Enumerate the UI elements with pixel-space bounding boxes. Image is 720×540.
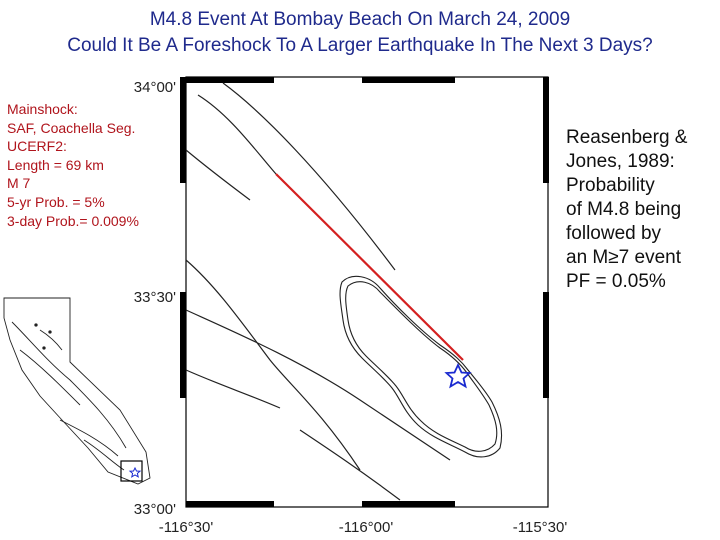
- mainshock-line: SAF, Coachella Seg.: [7, 119, 136, 136]
- lon-label-115-30: -115°30': [513, 519, 568, 536]
- mainshock-line: Length = 69 km: [7, 156, 104, 173]
- inset-star-icon: [128, 466, 142, 478]
- mainshock-line: Mainshock:: [7, 101, 78, 117]
- probability-line: Jones, 1989:: [566, 151, 675, 172]
- probability-line: PF = 0.05%: [566, 271, 666, 292]
- mainshock-line: UCERF2:: [7, 138, 67, 155]
- probability-line: Probability: [566, 175, 655, 196]
- star-icon: [444, 362, 472, 389]
- lon-label-116-00: -116°00': [339, 519, 394, 536]
- fault-lines: [185, 82, 451, 501]
- california-inset: [3, 297, 151, 485]
- title-line-2: Could It Be A Foreshock To A Larger Eart…: [67, 35, 653, 56]
- map-border-bars: [180, 77, 549, 507]
- mainshock-line: M 7: [7, 175, 31, 192]
- lat-label-34-00: 34°00': [134, 79, 176, 96]
- mainshock-line: 3-day Prob.= 0.009%: [7, 212, 139, 229]
- probability-line: an M≥7 event: [566, 247, 681, 268]
- lat-label-33-00: 33°00': [134, 501, 176, 518]
- mainshock-info: Mainshock: SAF, Coachella Seg. UCERF2: L…: [7, 100, 139, 230]
- title-line-1: M4.8 Event At Bombay Beach On March 24, …: [149, 9, 571, 30]
- salton-sea-outline: [339, 275, 503, 458]
- rupture-segment: [275, 173, 464, 361]
- probability-info: Reasenberg & Jones, 1989: Probability of…: [566, 126, 687, 294]
- probability-line: of M4.8 being: [566, 199, 682, 220]
- mainshock-line: 5-yr Prob. = 5%: [7, 193, 105, 210]
- lon-label-116-30: -116°30': [159, 519, 214, 536]
- map-frame: [185, 76, 549, 508]
- lat-label-33-30: 33°30': [134, 289, 176, 306]
- probability-line: followed by: [566, 223, 662, 244]
- probability-line: Reasenberg &: [566, 127, 688, 148]
